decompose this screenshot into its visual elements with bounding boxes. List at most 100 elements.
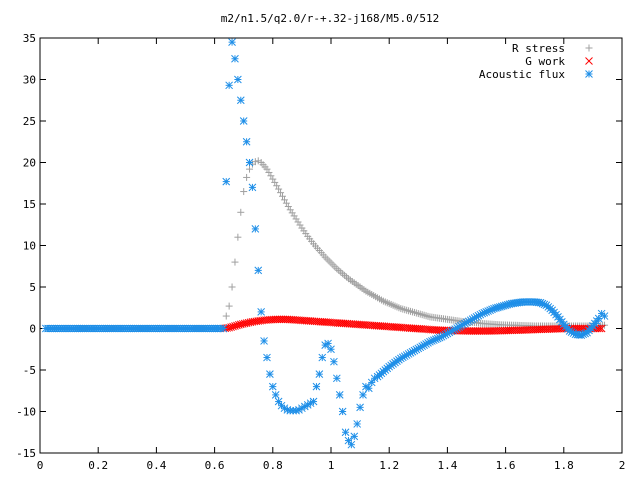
- data-point: [356, 403, 364, 412]
- data-point: [275, 185, 283, 193]
- y-tick-label: 35: [23, 32, 36, 45]
- data-point: [341, 428, 350, 437]
- legend-marker-plus: [585, 44, 593, 52]
- legend-marker-cross: [585, 57, 593, 65]
- data-point: [234, 233, 242, 241]
- data-point: [405, 307, 413, 315]
- legend-label: G work: [525, 55, 565, 68]
- data-point: [350, 432, 359, 441]
- data-point: [280, 196, 288, 204]
- data-point: [315, 370, 324, 379]
- x-tick-label: 1.4: [437, 459, 457, 472]
- x-tick-label: 1.2: [379, 459, 399, 472]
- data-point: [477, 327, 486, 335]
- data-point: [242, 137, 251, 146]
- data-point: [222, 177, 231, 186]
- data-point: [266, 370, 274, 379]
- data-point: [236, 96, 245, 105]
- data-point: [268, 382, 277, 391]
- y-tick-label: 15: [23, 198, 36, 211]
- data-point: [327, 259, 335, 267]
- data-point: [418, 311, 426, 319]
- data-point: [312, 382, 321, 391]
- y-tick-label: 5: [29, 281, 36, 294]
- y-tick-label: 30: [23, 74, 36, 87]
- data-point: [273, 182, 281, 190]
- data-point: [332, 374, 341, 383]
- x-tick-label: 0: [37, 459, 44, 472]
- data-point: [246, 165, 254, 173]
- data-point: [344, 436, 353, 445]
- axis-ticks: 0 0.2 0.4 0.6 0.8 1 1.2 1.4 1.6 1.8 2 -15 -10 -5 0 5 10 1…: [16, 32, 625, 472]
- data-point: [294, 218, 302, 226]
- data-point: [222, 312, 230, 320]
- data-point: [231, 54, 239, 63]
- data-point: [273, 315, 282, 324]
- data-point: [597, 324, 606, 333]
- data-point: [469, 327, 478, 335]
- legend-marker-star: [585, 70, 593, 78]
- data-point: [412, 309, 420, 317]
- data-point: [265, 168, 273, 176]
- x-tick-label: 2: [619, 459, 626, 472]
- data-point: [465, 327, 474, 335]
- y-tick-label: -15: [16, 447, 36, 460]
- y-tick-label: 0: [29, 323, 36, 336]
- data-point: [424, 312, 432, 320]
- data-point: [329, 261, 337, 269]
- data-point: [282, 199, 290, 207]
- data-point: [600, 312, 609, 320]
- data-point: [234, 75, 242, 84]
- data-point: [271, 391, 280, 399]
- data-point: [323, 255, 331, 263]
- data-point: [420, 311, 428, 319]
- data-point: [318, 353, 327, 362]
- data-point: [338, 407, 347, 416]
- data-point: [219, 324, 228, 333]
- data-point: [280, 404, 289, 413]
- data-point: [251, 158, 259, 166]
- x-tick-label: 0.2: [88, 459, 108, 472]
- data-point: [260, 337, 268, 345]
- y-tick-label: 20: [23, 157, 36, 170]
- series-layer: [41, 38, 609, 449]
- data-point: [277, 315, 286, 324]
- data-point: [267, 172, 275, 180]
- data-point: [403, 306, 411, 314]
- data-point: [463, 327, 472, 335]
- data-point: [228, 38, 236, 47]
- x-tick-label: 1.6: [496, 459, 516, 472]
- data-point: [594, 314, 603, 323]
- data-point: [279, 192, 286, 200]
- data-point: [401, 306, 409, 314]
- x-tick-label: 1: [328, 459, 335, 472]
- data-point: [481, 327, 490, 335]
- data-point: [225, 81, 234, 90]
- data-point: [271, 178, 279, 186]
- data-point: [343, 273, 351, 281]
- data-point: [330, 357, 338, 366]
- y-tick-label: -10: [16, 406, 36, 419]
- data-point: [471, 327, 480, 335]
- data-point: [485, 327, 493, 335]
- data-point: [257, 308, 266, 316]
- data-point: [279, 315, 288, 324]
- x-tick-label: 1.8: [554, 459, 574, 472]
- data-point: [309, 397, 318, 406]
- data-point: [275, 315, 284, 324]
- data-point: [475, 327, 484, 335]
- data-point: [333, 265, 341, 273]
- data-point: [408, 308, 416, 316]
- data-point: [473, 327, 482, 335]
- y-tick-label: 25: [23, 115, 36, 128]
- data-point: [245, 158, 254, 167]
- data-point: [483, 327, 492, 335]
- data-point: [284, 202, 292, 210]
- chart-title: m2/n1.5/q2.0/r-+.32-j168/M5.0/512: [221, 12, 440, 25]
- data-point: [339, 270, 347, 278]
- data-point: [479, 327, 488, 335]
- data-point: [410, 308, 418, 316]
- data-point: [251, 225, 260, 233]
- x-tick-label: 0.6: [205, 459, 225, 472]
